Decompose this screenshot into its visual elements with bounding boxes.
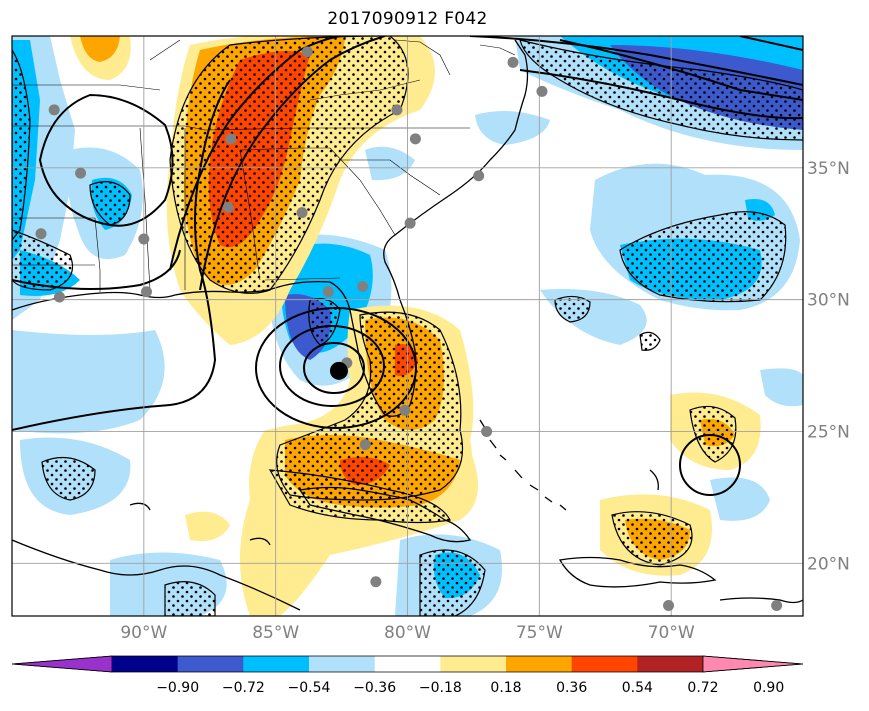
colorbar-label-2: −0.54: [288, 680, 331, 696]
station-marker-20: [536, 85, 548, 97]
station-marker-3: [138, 233, 150, 245]
significance-stipple: [12, 36, 803, 616]
station-marker-18: [391, 104, 403, 116]
longitude-labels: 90°W 85°W 80°W 75°W 70°W: [120, 623, 694, 643]
colorbar-segment-0: [112, 656, 179, 672]
station-marker-24: [771, 599, 783, 611]
colorbar-label-8: 0.72: [687, 680, 718, 696]
station-marker-0: [48, 104, 60, 116]
station-marker-10: [357, 280, 369, 292]
station-marker-7: [222, 201, 234, 213]
colorbar-label-6: 0.36: [556, 680, 587, 696]
colorbar-segment-8: [637, 656, 704, 672]
lon-label-3: 75°W: [516, 623, 563, 643]
colorbar-segment-1: [177, 656, 244, 672]
station-marker-1: [75, 167, 87, 179]
coastlines: [12, 36, 803, 611]
lat-label-0: 20°N: [807, 554, 850, 574]
lat-label-1: 25°N: [807, 422, 850, 442]
station-marker-16: [473, 170, 485, 182]
lon-label-2: 80°W: [384, 623, 431, 643]
station-marker-21: [301, 46, 313, 58]
colorbar-label-3: −0.36: [353, 680, 396, 696]
station-marker-13: [399, 404, 411, 416]
colorbar-label-4: −0.18: [419, 680, 462, 696]
station-marker-2: [35, 228, 47, 240]
height-contours: [12, 36, 803, 496]
colorbar-label-5: 0.18: [490, 680, 521, 696]
colorbar-extend-low: [11, 655, 113, 673]
station-marker-23: [663, 599, 675, 611]
station-marker-17: [409, 133, 421, 145]
map-frame: [11, 35, 804, 617]
station-marker-12: [359, 439, 371, 451]
station-marker-15: [404, 217, 416, 229]
colorbar-segment-3: [309, 656, 376, 672]
colorbar-segment-7: [571, 656, 638, 672]
lon-label-4: 70°W: [648, 623, 695, 643]
station-marker-22: [370, 576, 382, 588]
station-marker-9: [322, 286, 334, 298]
colorbar-label-1: −0.72: [222, 680, 265, 696]
lat-label-3: 35°N: [807, 159, 850, 179]
colorbar-label-0: −0.90: [156, 680, 199, 696]
station-marker-4: [53, 291, 65, 303]
gridlines: [12, 36, 803, 616]
latitude-labels: 20°N 25°N 30°N 35°N: [807, 159, 850, 574]
map-plot-area: [12, 36, 803, 616]
storm-center-marker: [329, 361, 348, 380]
map-title: 2017090912 F042: [327, 9, 488, 29]
colorbar: −0.90 −0.72 −0.54 −0.36 −0.18 0.18 0.36 0.54 0.7…: [11, 655, 804, 696]
lat-label-2: 30°N: [807, 291, 850, 311]
colorbar-extend-high: [702, 655, 804, 673]
colorbar-label-9: 0.90: [753, 680, 784, 696]
colorbar-segment-6: [506, 656, 573, 672]
station-marker-14: [481, 425, 493, 437]
colorbar-segment-2: [243, 656, 310, 672]
station-markers: [35, 46, 783, 611]
lon-label-0: 90°W: [120, 623, 167, 643]
station-marker-6: [225, 133, 237, 145]
colorbar-segment-4: [374, 656, 441, 672]
station-marker-5: [140, 286, 152, 298]
colorbar-segment-5: [440, 656, 507, 672]
colorbar-outline: [11, 655, 804, 673]
station-marker-8: [296, 207, 308, 219]
lon-label-1: 85°W: [252, 623, 299, 643]
colorbar-label-7: 0.54: [622, 680, 653, 696]
station-marker-19: [507, 56, 519, 68]
